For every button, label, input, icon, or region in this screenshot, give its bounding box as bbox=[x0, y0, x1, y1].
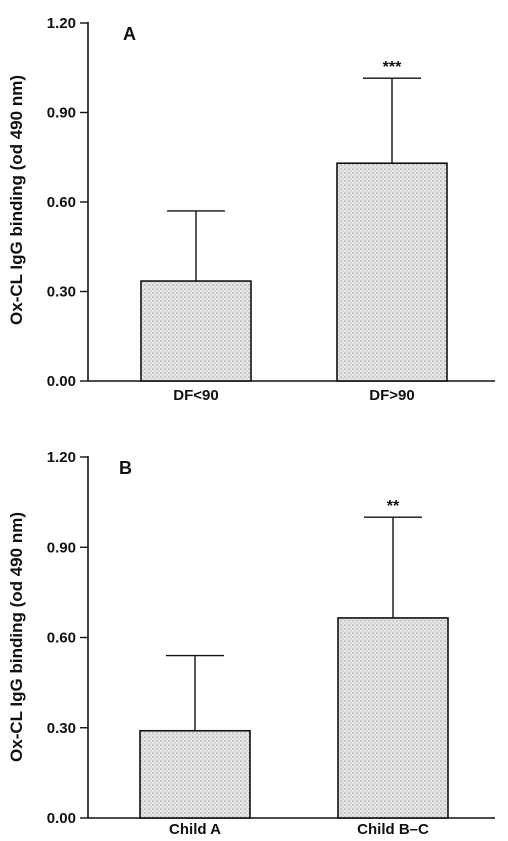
panel-b-y-tick-label: 0.30 bbox=[47, 720, 76, 737]
panel-a-bars: *** DF<90 DF>90 bbox=[140, 59, 448, 404]
panel-a-category-label: DF<90 bbox=[173, 387, 218, 404]
panel-a-y-tick-label: 0.00 bbox=[47, 373, 76, 390]
panel-b-bar-2-significance: ** bbox=[387, 498, 400, 515]
panel-a-y-tick-label: 0.90 bbox=[47, 105, 76, 122]
panel-a-category-label: DF>90 bbox=[369, 387, 414, 404]
panel-a-bar-2-significance: *** bbox=[383, 59, 402, 76]
panel-b-bars: ** Child A Child B–C bbox=[139, 498, 449, 838]
panel-a-label: A bbox=[123, 24, 136, 44]
panel-b-y-axis-label: Ox-CL IgG binding (od 490 nm) bbox=[7, 512, 26, 762]
panel-a-y-tick-label: 0.30 bbox=[47, 284, 76, 301]
panel-a-bar-2 bbox=[336, 162, 448, 382]
panel-a: Ox-CL IgG binding (od 490 nm) A 0.00 0.3… bbox=[7, 15, 495, 404]
panel-a-y-tick-label: 0.60 bbox=[47, 194, 76, 211]
panel-b-label: B bbox=[119, 458, 132, 478]
panel-b-y-tick-label: 0.60 bbox=[47, 630, 76, 647]
panel-b-y-tick-label: 0.00 bbox=[47, 810, 76, 827]
panel-b-bar-2 bbox=[337, 617, 449, 819]
panel-b-bar-1 bbox=[139, 729, 251, 819]
panel-b-y-tick-label: 1.20 bbox=[47, 449, 76, 466]
panel-b: Ox-CL IgG binding (od 490 nm) B 0.00 0.3… bbox=[7, 449, 495, 838]
panel-a-y-ticks: 0.00 0.30 0.60 0.90 1.20 bbox=[47, 15, 88, 390]
panel-b-y-ticks: 0.00 0.30 0.60 0.90 1.20 bbox=[47, 449, 88, 827]
panel-a-y-tick-label: 1.20 bbox=[47, 15, 76, 32]
panel-b-category-label: Child A bbox=[169, 821, 221, 838]
panel-a-y-axis-label: Ox-CL IgG binding (od 490 nm) bbox=[7, 75, 26, 325]
panel-b-y-tick-label: 0.90 bbox=[47, 539, 76, 556]
panel-a-bar-1 bbox=[140, 280, 252, 382]
panel-b-category-label: Child B–C bbox=[357, 821, 429, 838]
